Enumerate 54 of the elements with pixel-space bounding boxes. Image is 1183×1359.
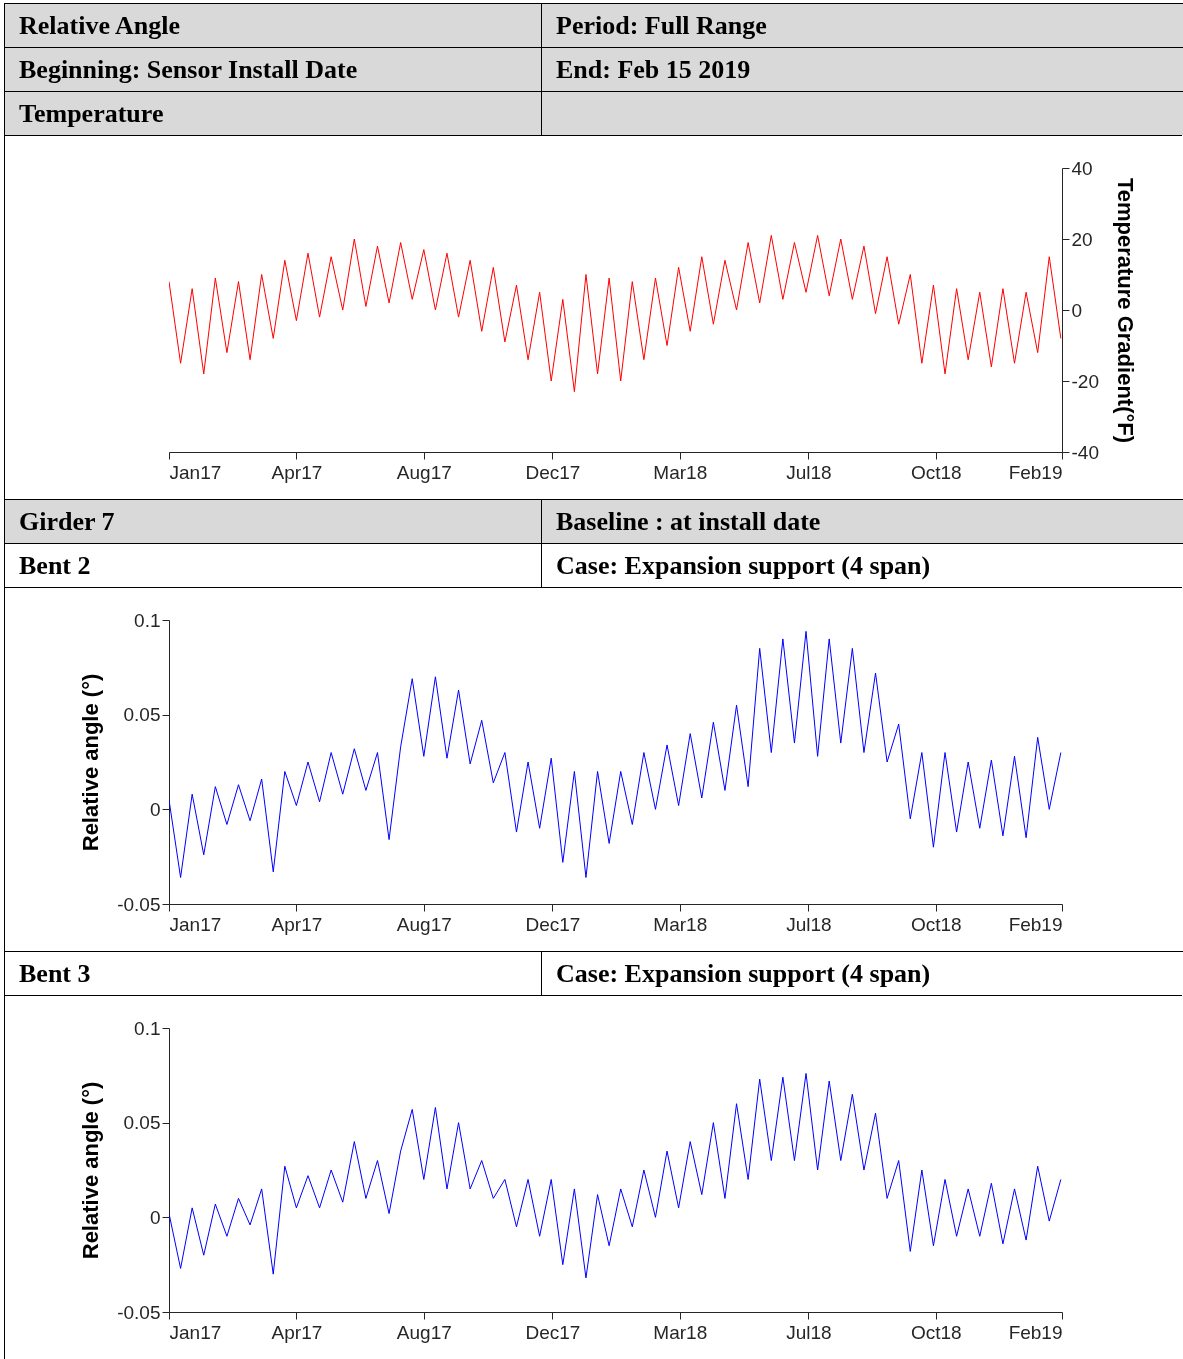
x-tick-label: Oct18 bbox=[910, 913, 962, 935]
chart-title: Bent 3 bbox=[5, 952, 542, 995]
text: Case: Expansion support (4 span) bbox=[555, 958, 932, 990]
y-tick-label: -0.05 bbox=[117, 893, 161, 915]
y-tick-label: 0.05 bbox=[123, 1112, 161, 1134]
y2-tick-label: 40 bbox=[1071, 157, 1093, 179]
x-tick-label: Aug17 bbox=[396, 913, 452, 935]
text: Period: Full Range bbox=[555, 10, 768, 42]
text: Baseline : at install date bbox=[555, 506, 822, 538]
chart-title: Temperature bbox=[5, 92, 542, 135]
text: Relative Angle bbox=[5, 4, 542, 47]
x-tick-label: Jul18 bbox=[786, 913, 832, 935]
x-tick-label: Apr17 bbox=[271, 461, 323, 483]
x-tick-label: Apr17 bbox=[271, 913, 323, 935]
x-tick-label: Jan17 bbox=[169, 461, 222, 483]
x-tick-label: Dec17 bbox=[525, 1321, 581, 1343]
x-tick-label: Jul18 bbox=[786, 1321, 832, 1343]
x-tick-label: Oct18 bbox=[910, 1321, 962, 1343]
y-tick-label: 0.05 bbox=[123, 704, 161, 726]
y-tick-label: -0.05 bbox=[117, 1301, 161, 1323]
y2-tick-label: 0 bbox=[1071, 299, 1083, 321]
y-tick-label: 0 bbox=[149, 1206, 161, 1228]
x-tick-label: Aug17 bbox=[396, 461, 452, 483]
x-tick-label: Jan17 bbox=[169, 1321, 222, 1343]
x-tick-label: Mar18 bbox=[653, 1321, 708, 1343]
line-series bbox=[169, 630, 1062, 878]
text: End: Feb 15 2019 bbox=[555, 54, 752, 86]
y-tick-label: 0 bbox=[149, 798, 161, 820]
x-tick-label: Apr17 bbox=[271, 1321, 323, 1343]
x-tick-label: Feb19 bbox=[1008, 461, 1063, 483]
x-tick-label: Jan17 bbox=[169, 913, 222, 935]
x-tick-label: Jul18 bbox=[786, 461, 832, 483]
y2-tick-label: -40 bbox=[1071, 441, 1099, 463]
y-axis-title: Relative angle (°) bbox=[78, 673, 104, 852]
x-tick-label: Dec17 bbox=[525, 461, 581, 483]
x-tick-label: Aug17 bbox=[396, 1321, 452, 1343]
x-tick-label: Feb19 bbox=[1008, 1321, 1063, 1343]
text: Beginning: Sensor Install Date bbox=[5, 48, 542, 91]
x-tick-label: Mar18 bbox=[653, 461, 708, 483]
x-tick-label: Mar18 bbox=[653, 913, 708, 935]
y2-axis-title: Temperature Gradient(°F) bbox=[1112, 177, 1138, 444]
x-tick-label: Dec17 bbox=[525, 913, 581, 935]
x-tick-label: Feb19 bbox=[1008, 913, 1063, 935]
line-series bbox=[169, 1072, 1062, 1279]
x-tick-label: Oct18 bbox=[910, 461, 962, 483]
y-tick-label: 0.1 bbox=[134, 609, 161, 631]
chart-title: Bent 2 bbox=[5, 544, 542, 587]
y-axis-title: Relative angle (°) bbox=[78, 1081, 104, 1260]
line-series bbox=[169, 234, 1062, 393]
y2-tick-label: -20 bbox=[1071, 370, 1099, 392]
text: Girder 7 bbox=[5, 500, 542, 543]
y2-tick-label: 20 bbox=[1071, 228, 1093, 250]
y-tick-label: 0.1 bbox=[134, 1017, 161, 1039]
text: Case: Expansion support (4 span) bbox=[555, 550, 932, 582]
